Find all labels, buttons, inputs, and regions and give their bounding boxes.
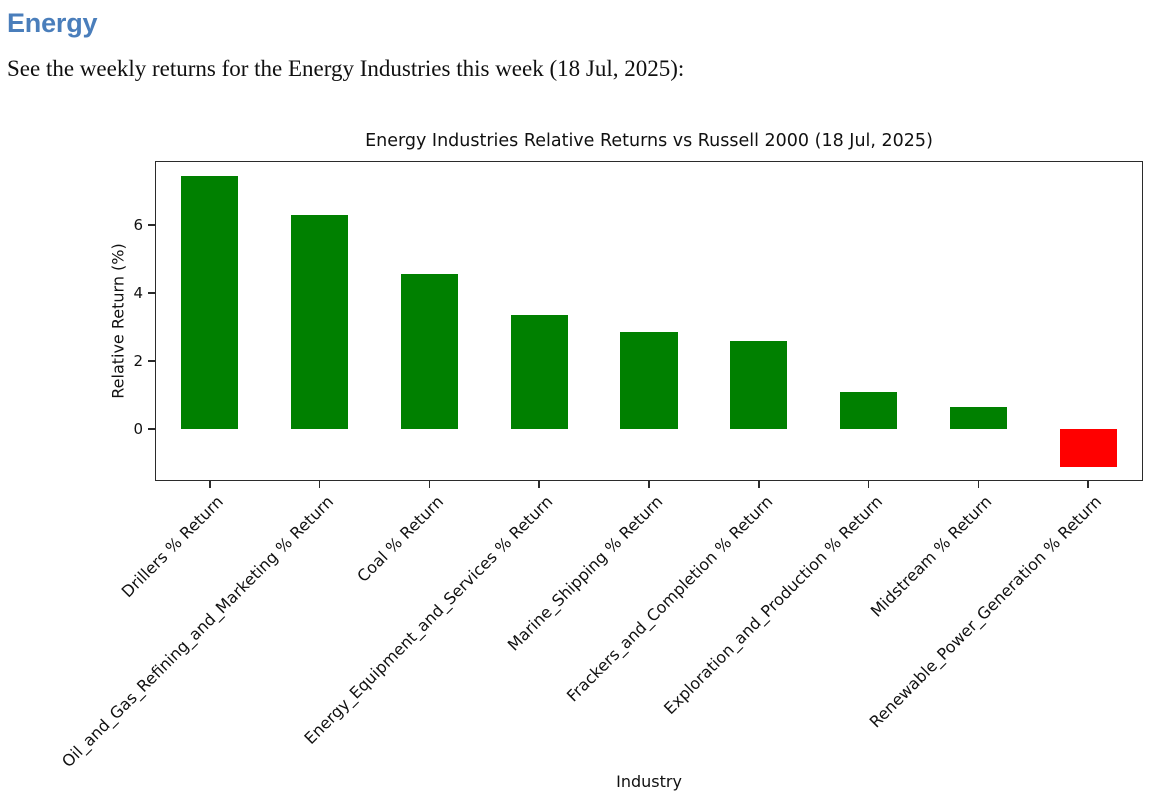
bar xyxy=(291,214,349,430)
bar xyxy=(510,315,568,430)
x-tick-mark xyxy=(648,481,650,488)
y-tick-mark xyxy=(148,224,155,226)
bar xyxy=(1059,429,1117,467)
x-tick-mark xyxy=(538,481,541,488)
x-axis-label: Industry xyxy=(616,772,682,791)
bar xyxy=(840,391,898,430)
y-tick-mark xyxy=(148,428,155,431)
page-title: Energy xyxy=(7,8,98,38)
x-category-label: Energy_Equipment_and_Services % Return xyxy=(300,492,557,748)
x-category-label: Frackers_and_Completion % Return xyxy=(562,492,777,706)
x-tick-mark xyxy=(867,481,870,488)
y-tick-label: 2 xyxy=(133,352,143,371)
bar xyxy=(400,274,458,430)
x-tick-mark xyxy=(977,481,980,488)
bar xyxy=(620,332,678,430)
x-tick-mark xyxy=(757,481,760,488)
bar xyxy=(181,175,239,430)
y-tick-mark xyxy=(148,292,155,294)
x-tick-mark xyxy=(428,481,431,488)
x-category-label: Renewable_Power_Generation % Return xyxy=(866,492,1106,732)
x-category-label: Drillers % Return xyxy=(118,492,228,602)
y-tick-label: 6 xyxy=(133,216,143,234)
x-category-label: Coal % Return xyxy=(353,492,447,586)
y-tick-label: 4 xyxy=(133,284,143,303)
y-axis-label: Relative Return (%) xyxy=(108,243,128,399)
chart-title: Energy Industries Relative Returns vs Ru… xyxy=(365,131,933,151)
y-tick-mark xyxy=(148,360,155,362)
x-tick-mark xyxy=(318,481,321,488)
intro-text: See the weekly returns for the Energy In… xyxy=(7,56,685,81)
x-tick-mark xyxy=(1087,481,1089,488)
bar xyxy=(730,340,788,430)
bar xyxy=(949,407,1007,430)
x-tick-mark xyxy=(209,481,211,488)
x-category-label: Exploration_and_Production % Return xyxy=(659,492,886,719)
x-category-label: Midstream % Return xyxy=(867,492,996,621)
y-tick-label: 0 xyxy=(133,420,143,439)
plot-frame xyxy=(155,161,1143,481)
